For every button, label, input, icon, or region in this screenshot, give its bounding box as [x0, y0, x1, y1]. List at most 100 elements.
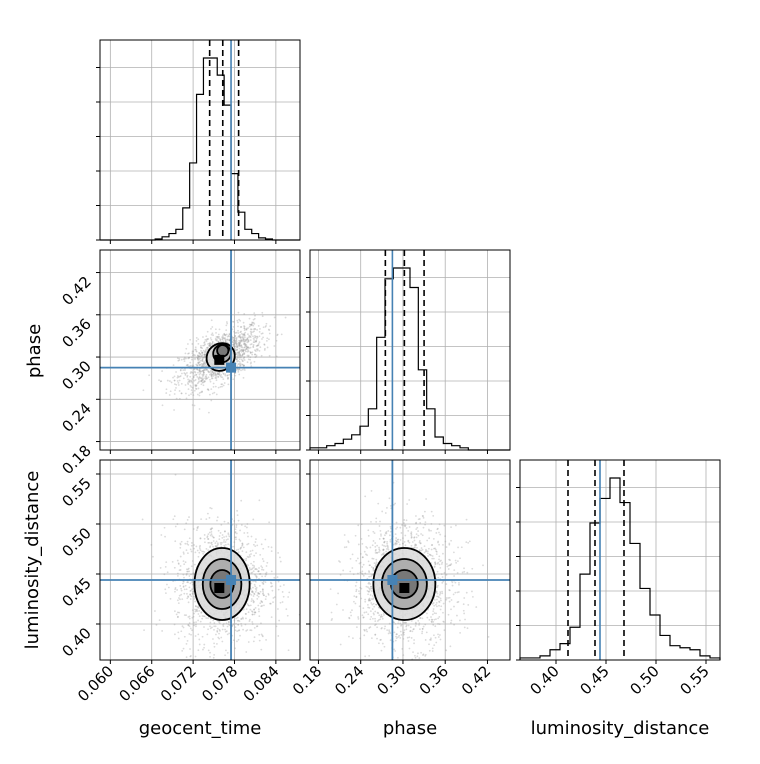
- scatter-point: [247, 354, 250, 357]
- scatter-point: [180, 358, 183, 361]
- scatter-point: [396, 538, 399, 541]
- scatter-point: [252, 599, 255, 602]
- scatter-point: [195, 621, 197, 624]
- scatter-point: [172, 376, 174, 379]
- scatter-point: [189, 384, 192, 387]
- scatter-point: [254, 545, 257, 548]
- scatter-point: [258, 573, 261, 575]
- scatter-point: [223, 530, 226, 533]
- scatter-point: [207, 628, 209, 631]
- scatter-point: [210, 528, 213, 531]
- scatter-point: [459, 632, 462, 634]
- scatter-point: [366, 554, 369, 557]
- scatter-point: [217, 529, 220, 532]
- scatter-point: [255, 337, 258, 340]
- scatter-point: [412, 651, 414, 653]
- scatter-point: [456, 601, 459, 604]
- scatter-point: [185, 397, 188, 400]
- scatter-point: [451, 584, 454, 587]
- scatter-point: [197, 377, 200, 380]
- scatter-point: [411, 630, 414, 633]
- scatter-point: [188, 356, 190, 359]
- scatter-point: [436, 527, 439, 530]
- scatter-point: [399, 526, 402, 529]
- contour-line: [201, 558, 243, 610]
- scatter-point: [170, 381, 173, 384]
- scatter-point: [185, 364, 188, 367]
- scatter-point: [453, 605, 455, 608]
- scatter-point: [180, 593, 183, 596]
- scatter-point: [253, 613, 256, 616]
- scatter-point: [203, 364, 206, 367]
- scatter-point: [380, 533, 382, 536]
- scatter-point: [417, 534, 420, 537]
- scatter-point: [238, 342, 241, 345]
- scatter-point: [179, 598, 181, 601]
- scatter-point: [224, 630, 227, 633]
- scatter-point: [210, 377, 213, 380]
- scatter-point: [397, 636, 399, 639]
- x-tick-label-luminosity_distance: 0.55: [676, 662, 712, 698]
- scatter-point: [222, 337, 225, 339]
- scatter-point: [192, 375, 195, 378]
- scatter-point: [382, 548, 385, 551]
- scatter-point: [178, 397, 181, 400]
- scatter-point: [232, 342, 235, 344]
- scatter-point: [256, 335, 258, 338]
- scatter-point: [261, 332, 264, 335]
- scatter-point: [189, 361, 192, 364]
- scatter-point: [234, 531, 237, 533]
- scatter-point: [249, 550, 252, 552]
- scatter-point: [255, 538, 257, 540]
- scatter-point: [235, 532, 238, 535]
- scatter-point: [360, 538, 363, 540]
- scatter-point: [208, 344, 210, 347]
- scatter-point: [261, 575, 264, 578]
- scatter-point: [198, 368, 201, 371]
- scatter-point: [363, 634, 366, 637]
- scatter-point: [220, 523, 223, 526]
- truth-marker: [226, 575, 237, 585]
- scatter-point: [348, 635, 350, 638]
- scatter-point: [438, 543, 440, 546]
- scatter-point: [214, 545, 217, 548]
- scatter-point: [244, 525, 247, 528]
- scatter-point: [179, 546, 182, 549]
- ylabel-luminosity-distance: luminosity_distance: [22, 471, 43, 650]
- scatter-point: [245, 557, 248, 560]
- hist-panel-phase-border: [309, 249, 511, 451]
- scatter-point: [374, 633, 377, 636]
- scatter-point: [174, 610, 176, 613]
- scatter-point: [368, 606, 371, 609]
- scatter-point: [196, 354, 199, 357]
- scatter-point: [236, 352, 239, 354]
- scatter-point: [373, 562, 376, 565]
- scatter-point: [415, 533, 418, 536]
- scatter-point: [421, 617, 424, 620]
- scatter-point: [359, 586, 362, 589]
- scatter-point: [193, 374, 196, 377]
- scatter-point: [193, 595, 196, 598]
- scatter-point: [361, 542, 364, 545]
- scatter-point: [457, 591, 460, 593]
- scatter-point: [424, 550, 427, 553]
- scatter-point: [367, 534, 370, 537]
- scatter-point: [260, 543, 263, 546]
- scatter-point: [389, 540, 392, 543]
- scatter-point: [252, 595, 255, 597]
- scatter-point: [194, 655, 197, 658]
- scatter-point: [252, 324, 255, 327]
- scatter-point: [174, 473, 177, 476]
- scatter-point: [238, 335, 241, 338]
- scatter-point: [378, 642, 380, 645]
- scatter-point: [385, 550, 388, 553]
- scatter-point: [237, 345, 239, 348]
- scatter-point: [360, 587, 363, 590]
- scatter-point: [200, 379, 203, 382]
- scatter-point: [247, 535, 249, 538]
- scatter-point: [234, 332, 237, 334]
- scatter-point: [217, 543, 219, 546]
- scatter-point: [180, 589, 183, 592]
- scatter-point: [244, 344, 247, 347]
- scatter-point: [200, 344, 202, 347]
